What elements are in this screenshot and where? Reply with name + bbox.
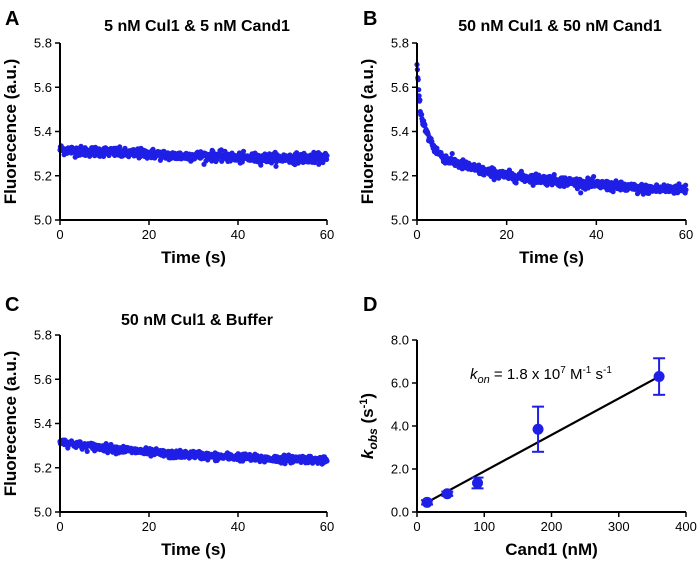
x-tick-label: 400 — [675, 519, 697, 534]
data-point — [324, 458, 330, 464]
data-point — [422, 122, 428, 128]
data-point — [258, 162, 264, 168]
panel-letter: D — [363, 294, 377, 316]
panel-c: C 50 nM Cul1 & Buffer 0 20 40 60 5.0 5.2 5.4 5.6 5… — [1, 294, 334, 559]
x-tick-label: 20 — [142, 519, 156, 534]
y-tick-label: 5.6 — [34, 80, 52, 95]
chart-title: 50 nM Cul1 & 50 nM Cand1 — [458, 18, 662, 35]
x-tick-label: 200 — [541, 519, 563, 534]
y-tick-label: 5.8 — [391, 36, 409, 51]
y-axis-title: Fluorecence (a.u.) — [358, 59, 377, 204]
y-tick-label: 0.0 — [391, 505, 409, 520]
x-tick-label: 0 — [413, 227, 420, 242]
panel-letter: A — [5, 8, 19, 30]
y-tick-label: 5.4 — [391, 124, 409, 139]
data-point — [117, 144, 123, 150]
kon-annotation: kon = 1.8 x 107 M-1 s-1 — [470, 365, 612, 386]
panel-letter: C — [5, 294, 19, 316]
panel-letter: B — [363, 8, 377, 30]
y-tick-label: 5.0 — [34, 505, 52, 520]
data-point — [419, 112, 425, 118]
data-point — [417, 97, 423, 103]
data-point — [532, 423, 544, 435]
y-tick-label: 5.2 — [34, 460, 52, 475]
data-point — [441, 488, 453, 500]
data-point — [653, 371, 665, 383]
y-tick-label: 5.6 — [34, 372, 52, 387]
x-tick-label: 0 — [56, 519, 63, 534]
x-tick-label: 0 — [56, 227, 63, 242]
panel-d: D 0 100 200 300 400 0.0 2.0 4.0 6.0 8.0 Cand1 (nM) k… — [358, 294, 697, 559]
data-point — [676, 181, 682, 187]
x-tick-label: 20 — [142, 227, 156, 242]
y-tick-label: 5.4 — [34, 416, 52, 431]
x-tick-label: 100 — [473, 519, 495, 534]
x-tick-label: 60 — [320, 519, 334, 534]
y-tick-label: 4.0 — [391, 419, 409, 434]
x-tick-label: 60 — [679, 227, 693, 242]
data-point — [273, 163, 279, 169]
x-tick-label: 0 — [413, 519, 420, 534]
data-point — [150, 146, 156, 152]
chart-title: 5 nM Cul1 & 5 nM Cand1 — [104, 18, 290, 35]
x-tick-label: 60 — [320, 227, 334, 242]
x-tick-label: 40 — [231, 519, 245, 534]
data-point — [122, 145, 128, 151]
x-tick-label: 300 — [608, 519, 630, 534]
data-point — [551, 172, 557, 178]
y-tick-label: 5.8 — [34, 328, 52, 343]
x-axis-title: Time (s) — [161, 248, 226, 267]
y-tick-label: 5.8 — [34, 36, 52, 51]
chart-title: 50 nM Cul1 & Buffer — [121, 312, 273, 329]
data-point — [449, 151, 455, 157]
data-point — [320, 159, 326, 166]
data-points — [57, 143, 330, 169]
panel-b: B 50 nM Cul1 & 50 nM Cand1 0 20 40 60 5.0 5.2 5.… — [358, 8, 693, 267]
y-axis-title: Fluorecence (a.u.) — [1, 351, 20, 496]
data-point — [324, 153, 330, 159]
y-tick-label: 2.0 — [391, 462, 409, 477]
data-point — [421, 496, 433, 508]
y-tick-label: 8.0 — [391, 333, 409, 348]
data-point — [591, 174, 597, 180]
panel-a: A 5 nM Cul1 & 5 nM Cand1 0 20 40 60 5.0 5.2 5.4 5… — [1, 8, 334, 267]
x-tick-label: 40 — [231, 227, 245, 242]
y-tick-label: 5.0 — [391, 213, 409, 228]
data-point — [513, 180, 519, 186]
y-axis-title: kobs (s-1) — [358, 393, 380, 459]
x-axis-title: Time (s) — [519, 248, 584, 267]
data-point — [683, 187, 689, 193]
y-tick-label: 6.0 — [391, 376, 409, 391]
y-axis-title: Fluorecence (a.u.) — [1, 59, 20, 204]
data-points — [57, 437, 330, 467]
data-point — [683, 182, 689, 188]
data-point — [324, 156, 330, 162]
y-tick-label: 5.2 — [391, 168, 409, 183]
x-tick-label: 20 — [499, 227, 513, 242]
y-tick-label: 5.0 — [34, 213, 52, 228]
x-axis-title: Time (s) — [161, 540, 226, 559]
x-tick-label: 40 — [589, 227, 603, 242]
y-tick-label: 5.4 — [34, 124, 52, 139]
data-point — [578, 190, 584, 196]
data-point — [84, 448, 90, 454]
data-point — [240, 148, 247, 154]
fit-line — [426, 375, 660, 504]
x-axis-title: Cand1 (nM) — [505, 540, 598, 559]
y-tick-label: 5.2 — [34, 168, 52, 183]
data-points — [414, 62, 689, 197]
y-tick-label: 5.6 — [391, 80, 409, 95]
data-point — [472, 477, 484, 489]
